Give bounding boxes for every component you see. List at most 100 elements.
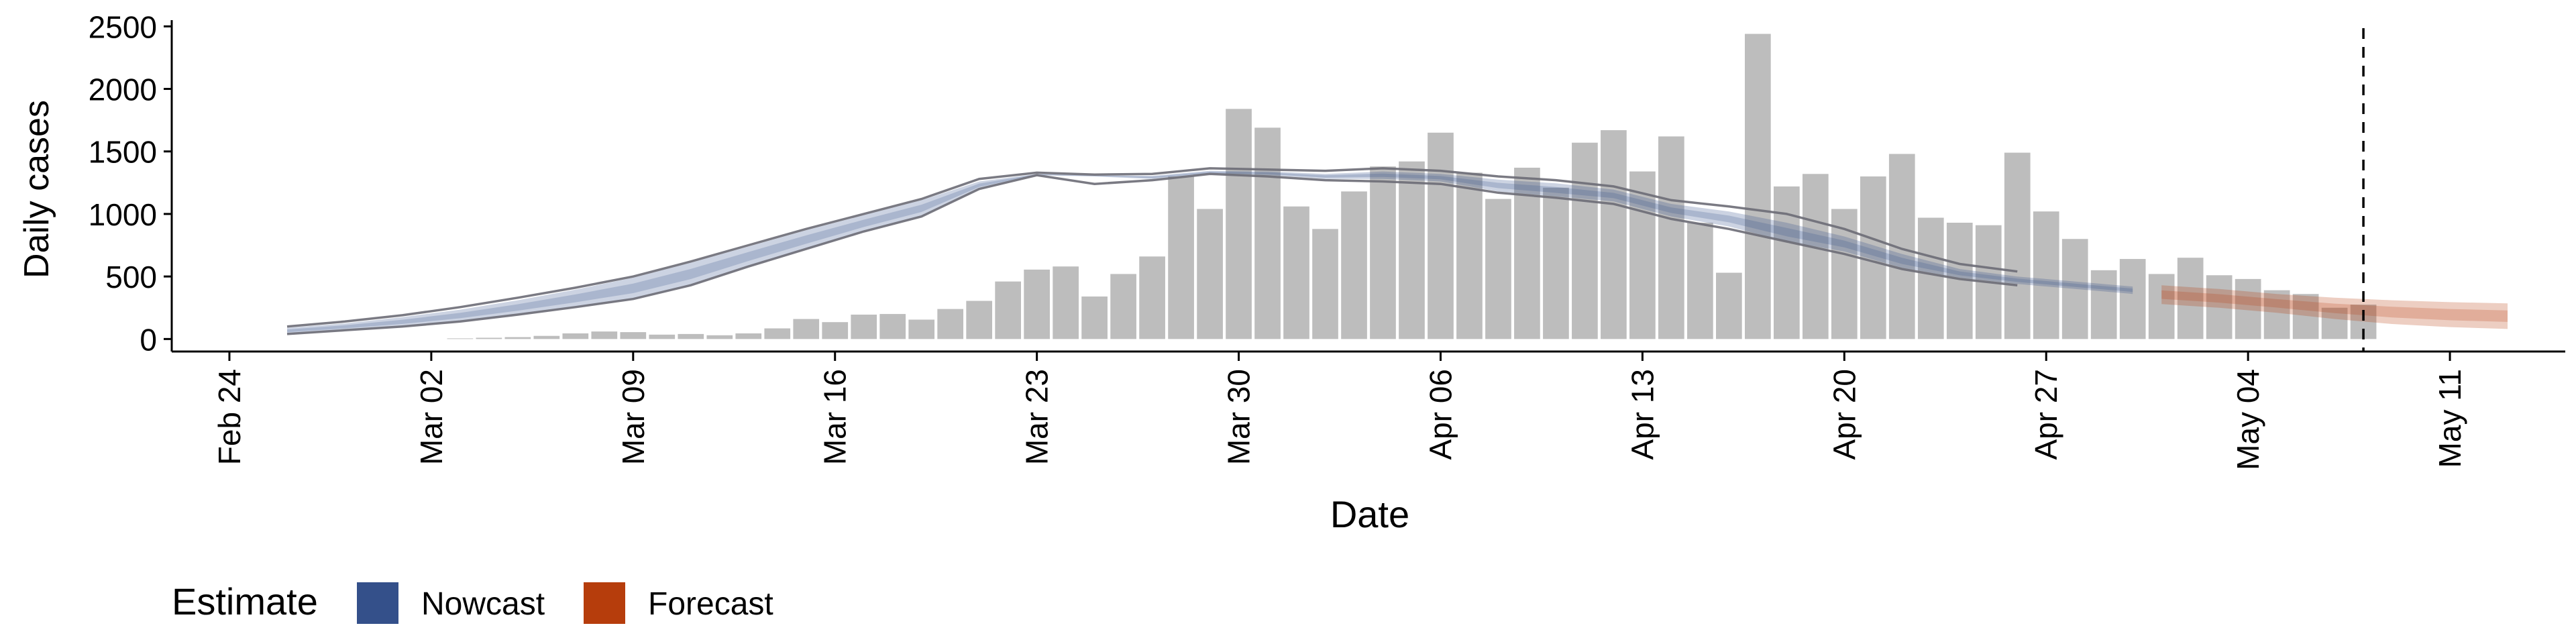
legend-label-nowcast: Nowcast [421,586,545,622]
x-tick-label: Apr 13 [1625,369,1660,460]
bar [1139,256,1165,339]
bar [1802,174,1829,339]
legend-title: Estimate [172,580,318,623]
bar [1399,161,1425,339]
bar [562,333,589,339]
bar [591,331,618,339]
y-axis-ticks: 0 500 1000 1500 2000 2500 [89,9,172,357]
bar [1601,130,1627,339]
bar [1053,266,1079,339]
x-axis-ticks: Feb 24 Mar 02 Mar 09 Mar 16 Mar 23 Mar 30 Apr … [212,352,2467,470]
bar [822,322,849,339]
x-tick-label: May 04 [2231,369,2265,470]
bar [1572,142,1598,339]
bar [447,338,474,339]
legend-label-forecast: Forecast [648,586,773,622]
bar [793,319,820,339]
bar [2263,290,2290,339]
ribbon-nowcast [287,170,2133,334]
bar [1428,132,1454,339]
x-tick-label: Apr 27 [2029,369,2063,460]
x-tick-label: Apr 06 [1423,369,1458,460]
bar [1831,209,1858,339]
legend: Estimate Nowcast Forecast [172,580,773,624]
bands-layer [287,170,2508,334]
bar [2090,270,2117,339]
bar [1917,217,1944,339]
ribbon-core-nowcast [287,171,2133,333]
ribbon-forecast [2161,285,2508,329]
bar [620,332,647,339]
bars-layer [447,34,2377,339]
bar [1744,34,1771,339]
y-tick-label: 1500 [89,135,157,170]
interval-line-lower [286,172,2018,335]
x-tick-label: Apr 20 [1827,369,1862,460]
bar [1687,222,1713,339]
ribbon-core-forecast [2161,290,2508,322]
bar [2235,278,2261,339]
bar [1658,136,1684,339]
bar [2206,275,2233,339]
bar [1283,206,1309,339]
y-tick-label: 1000 [89,197,157,232]
x-tick-label: Mar 16 [818,369,853,465]
bar [1629,171,1656,339]
bar [2148,274,2175,339]
bar [2292,294,2319,339]
bar [2177,258,2204,339]
bar [995,281,1021,339]
x-tick-label: Mar 02 [414,369,449,465]
bar [1485,199,1511,339]
bar [1543,187,1569,339]
bar [649,334,676,339]
bar [1370,166,1396,339]
bar [1456,172,1483,339]
bar [908,319,935,339]
bar [706,335,733,339]
bar [2004,152,2031,339]
bar [764,328,791,339]
bar [533,335,560,339]
bar [735,333,762,339]
bar [1024,269,1050,339]
x-tick-label: Mar 30 [1222,369,1256,465]
y-tick-label: 2000 [89,72,157,107]
bar [1312,229,1338,339]
bar [937,309,964,339]
bar [1254,127,1281,339]
bar [1773,186,1800,339]
bar [476,337,502,339]
bar [1197,209,1223,339]
bar [966,301,993,339]
bar [1081,296,1108,339]
bar [504,337,531,339]
bar [879,314,906,339]
y-tick-label: 500 [105,260,157,294]
bar [2033,211,2059,339]
bar [1341,191,1367,339]
y-tick-label: 2500 [89,9,157,44]
x-tick-label: Mar 09 [616,369,651,465]
x-tick-label: Feb 24 [212,369,247,465]
bar [1716,272,1742,339]
bar [678,333,704,339]
bar [851,315,877,339]
lines-layer [286,167,2018,335]
legend-key-nowcast [357,582,398,624]
bar [1110,274,1136,339]
x-axis-title: Date [1330,493,1409,535]
y-axis-title: Daily cases [17,100,56,278]
legend-key-forecast [584,582,625,624]
bar [2061,239,2088,339]
y-tick-label: 0 [140,322,157,357]
x-tick-label: Mar 23 [1020,369,1055,465]
bar [2119,259,2146,339]
bar [2321,307,2348,339]
bar [1226,109,1252,339]
x-tick-label: May 11 [2432,369,2467,468]
bar [1168,176,1194,339]
bar [1860,176,1886,339]
interval-line-upper [286,167,2018,328]
